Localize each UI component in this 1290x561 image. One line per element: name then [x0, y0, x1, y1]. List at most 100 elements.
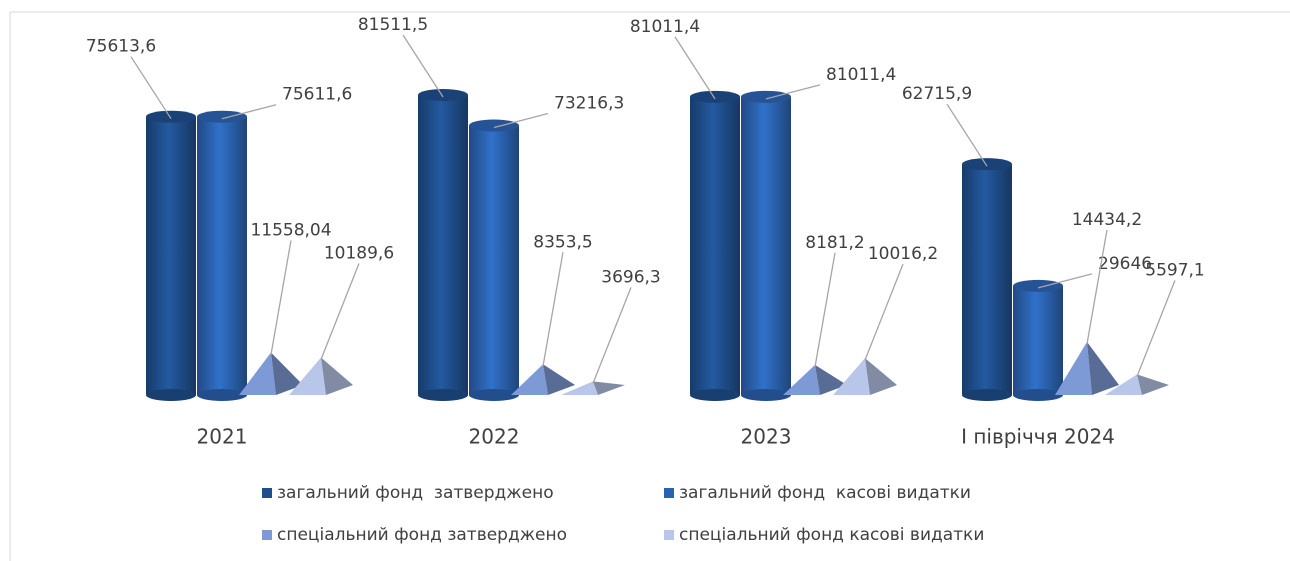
cylinder-body [962, 164, 1012, 395]
cylinder-top [469, 119, 519, 132]
leader-line [674, 36, 716, 100]
pyramid-front [833, 358, 870, 395]
cylinder-body [418, 95, 468, 395]
pyramid-bar [561, 381, 625, 395]
data-label: 8353,5 [533, 232, 592, 252]
legend-label: спеціальний фонд касові видатки [679, 525, 984, 545]
data-label: 75611,6 [282, 85, 352, 105]
pyramid-front [1105, 374, 1142, 395]
cylinder-body [741, 96, 791, 395]
legend-label: загальний фонд затверджено [277, 483, 554, 503]
leader-line [130, 56, 172, 120]
leader-line [946, 103, 988, 167]
cylinder-top [690, 90, 740, 103]
cylinder-bar [469, 119, 519, 401]
data-label: 81011,4 [630, 17, 700, 37]
x-tick-label: 2022 [469, 425, 520, 449]
leader-line [221, 104, 277, 120]
leader-line [270, 240, 292, 355]
cylinder-top [418, 89, 468, 101]
pyramid-front [511, 364, 548, 395]
cylinder-bottom [418, 389, 468, 401]
pyramid-bar [289, 357, 353, 395]
pyramid-side [865, 358, 897, 395]
pyramid-side [321, 357, 353, 395]
cylinder-body [1013, 285, 1063, 395]
data-label: 75613,6 [86, 37, 156, 57]
pyramid-bar [511, 364, 575, 395]
cylinder-bottom [146, 389, 196, 401]
data-label: 81511,5 [358, 15, 428, 35]
data-label: 29646 [1098, 254, 1152, 274]
cylinder-top [1013, 279, 1063, 292]
pyramid-front [783, 364, 820, 395]
x-tick-label: 2021 [197, 425, 248, 449]
data-label: 73216,3 [554, 94, 624, 114]
legend-label: загальний фонд касові видатки [679, 483, 971, 503]
data-label: 3696,3 [601, 267, 660, 287]
cylinder-bottom [690, 389, 740, 401]
pyramid-bar [783, 364, 847, 395]
pyramid-side [593, 381, 625, 395]
cylinder-top [197, 110, 247, 123]
pyramid-front [239, 352, 276, 395]
legend-swatch [664, 488, 674, 498]
leader-line [814, 252, 836, 368]
x-tick-label: 2023 [741, 425, 792, 449]
cylinder-bar [197, 110, 247, 401]
cylinder-bottom [197, 389, 247, 401]
legend-swatch [262, 530, 272, 540]
pyramid-side [1087, 341, 1119, 395]
data-label: 10016,2 [868, 244, 938, 264]
leader-line [765, 84, 821, 100]
cylinder-top [962, 158, 1012, 171]
data-label: 11558,04 [250, 220, 331, 240]
cylinder-body [469, 125, 519, 395]
data-label: 8181,2 [805, 233, 864, 253]
pyramid-bar [1055, 341, 1119, 395]
cylinder-bar [146, 110, 196, 401]
data-label: 14434,2 [1072, 210, 1142, 230]
pyramid-side [543, 364, 575, 395]
leader-line [493, 112, 549, 129]
cylinder-body [146, 116, 196, 395]
pyramid-bar [1105, 374, 1169, 395]
pyramid-front [289, 357, 326, 395]
cylinder-top [741, 90, 791, 103]
cylinder-bar [1013, 279, 1063, 401]
pyramid-side [271, 352, 303, 395]
pyramid-front [1055, 341, 1092, 395]
data-label: 62715,9 [902, 84, 972, 104]
leader-line [402, 34, 444, 98]
leader-line [1136, 280, 1176, 377]
cylinder-bar [690, 90, 740, 401]
cylinder-bottom [1013, 389, 1063, 401]
cylinder-body [197, 116, 247, 396]
data-label: 5597,1 [1145, 260, 1204, 280]
leader-line [320, 263, 360, 360]
leader-line [1037, 273, 1093, 289]
cylinder-bottom [741, 389, 791, 401]
leader-line [1086, 229, 1108, 344]
leader-line [864, 263, 904, 361]
cylinder-bar [962, 158, 1012, 401]
data-label: 81011,4 [826, 65, 896, 85]
pyramid-side [815, 364, 847, 395]
cylinder-bottom [469, 389, 519, 401]
x-tick-label: I півріччя 2024 [961, 425, 1115, 449]
leader-line [542, 252, 564, 367]
cylinder-bar [741, 90, 791, 401]
cylinder-bar [418, 89, 468, 401]
cylinder-bottom [962, 389, 1012, 401]
leader-line [592, 287, 632, 384]
pyramid-bar [239, 352, 303, 395]
pyramid-front [561, 381, 598, 395]
cylinder-top [146, 110, 196, 123]
pyramid-side [1137, 374, 1169, 395]
data-label: 10189,6 [324, 243, 394, 263]
pyramid-bar [833, 358, 897, 395]
legend-swatch [262, 488, 272, 498]
legend-swatch [664, 530, 674, 540]
cylinder-body [690, 96, 740, 395]
